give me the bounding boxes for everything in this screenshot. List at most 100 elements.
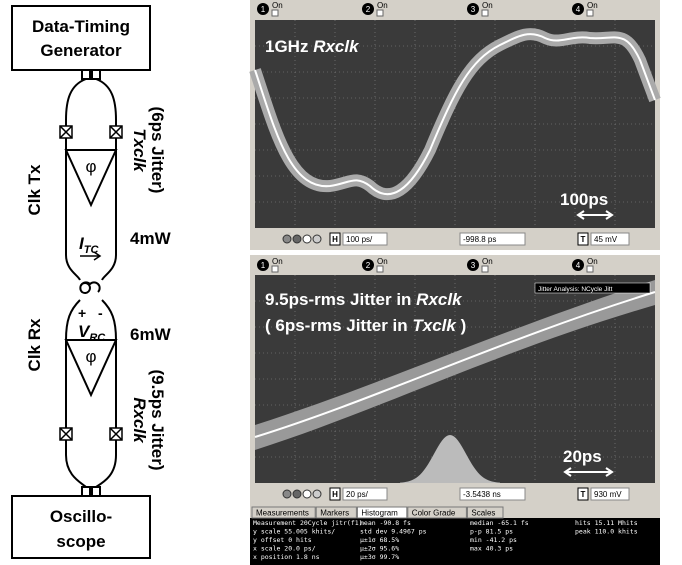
coil [80,282,99,293]
label: Generator [40,41,122,60]
table-cell: μ±3σ 99.7% [360,553,399,561]
channel-checkbox[interactable] [587,10,593,16]
table-cell: hits 15.11 Mhits [575,519,638,527]
table-cell: min -41.2 ps [470,536,517,544]
trigger: 45 mV [594,235,618,244]
diagram [12,6,150,558]
title: 9.5ps-rms Jitter in [265,290,416,309]
tab-label: Histogram [361,509,398,518]
tab-label: Color Grade [412,509,456,518]
timebase: 20 ps/ [346,490,369,499]
title: 1GHz [265,37,313,56]
t-label: T [581,235,586,244]
connector [82,487,90,496]
label: scope [56,532,105,551]
scale-label: 100ps [560,190,608,209]
tab-label: Measurements [256,509,309,518]
channel-checkbox[interactable] [272,10,278,16]
subscript: RC [89,332,106,344]
analysis-label: Jitter Analysis: NCycle Jitt [538,286,613,293]
channel-state: On [587,1,598,10]
tool-icon[interactable] [303,490,311,498]
wire [66,255,116,280]
channel-state: On [587,257,598,266]
channel-state: On [482,1,493,10]
label: Rxclk [130,397,149,444]
table-cell: std dev 9.4967 ps [360,528,427,536]
channel-number: 3 [471,261,476,270]
channel-state: On [272,1,283,10]
tool-icon[interactable] [313,490,321,498]
channel-state: On [377,257,388,266]
connector [92,487,100,496]
label: Clk Tx [25,164,44,216]
label: 4mW [130,229,172,248]
channel-checkbox[interactable] [587,266,593,272]
channel-checkbox[interactable] [272,266,278,272]
tool-icon[interactable] [313,235,321,243]
scope-bottom: Jitter Analysis: NCycle Jitt 9.5ps-rms J… [250,255,660,565]
position: -3.5438 ns [463,490,501,499]
label: (6ps Jitter) [148,107,167,194]
table-cell: y scale 55.005 khits/ [253,528,335,536]
channel-checkbox[interactable] [377,266,383,272]
phi: φ [85,347,96,366]
figure: Data-Timing Generator Oscillo- scope φ φ… [0,0,682,565]
tab-label: Scales [471,509,495,518]
label: Txclk [130,128,149,173]
subscript: TC [84,244,100,256]
scope-top: 1GHz Rxclk 100ps 1 On 2 On 3 On 4 On H 100 ps/ -99… [250,0,660,250]
channel-number: 2 [366,5,371,14]
label: ITC [79,234,99,256]
phi: φ [85,157,96,176]
table-cell: peak 110.0 khits [575,528,638,536]
table-cell: x scale 20.0 ps/ [253,545,316,553]
tool-icon[interactable] [283,490,291,498]
title: Rxclk [313,37,360,56]
table-cell: Measurement 20Cycle jitr(f1) [253,519,363,527]
table-cell: x position 1.8 ns [253,553,320,561]
title: ( 6ps-rms Jitter in [265,316,412,335]
table-cell: μ±1σ 68.5% [360,536,399,544]
screen-title: ( 6ps-rms Jitter in Txclk ) [265,316,466,335]
channel-state: On [482,257,493,266]
screen-title: 1GHz Rxclk [265,37,360,56]
title: Rxclk [416,290,463,309]
position: -998.8 ps [463,235,496,244]
table-cell: μ±2σ 95.6% [360,545,399,553]
channel-checkbox[interactable] [377,10,383,16]
table-cell: p-p 81.5 ps [470,528,513,536]
channel-number: 4 [576,5,581,14]
channel-state: On [272,257,283,266]
channel-checkbox[interactable] [482,266,488,272]
label: Data-Timing [32,17,130,36]
trigger: 930 mV [594,490,622,499]
label: + [78,305,86,321]
channel-number: 4 [576,261,581,270]
timebase: 100 ps/ [346,235,373,244]
channel-number: 3 [471,5,476,14]
channel-checkbox[interactable] [482,10,488,16]
connector [92,70,100,79]
channel-number: 1 [261,5,266,14]
tool-icon[interactable] [283,235,291,243]
table-cell: y offset 0 hits [253,536,312,544]
tab-label: Markers [320,509,349,518]
screen-title: 9.5ps-rms Jitter in Rxclk [265,290,463,309]
tool-icon[interactable] [293,235,301,243]
h-label: H [332,490,338,499]
t-label: T [581,490,586,499]
channel-number: 2 [366,261,371,270]
label: (9.5ps Jitter) [148,369,167,470]
label: VRC [78,322,106,344]
tool-icon[interactable] [303,235,311,243]
label: 6mW [130,325,172,344]
generator-box [12,6,150,70]
title: ) [456,316,466,335]
label: Clk Rx [25,318,44,371]
h-label: H [332,235,338,244]
tool-icon[interactable] [293,490,301,498]
channel-state: On [377,1,388,10]
label: Oscillo- [50,507,112,526]
label: - [98,305,103,321]
